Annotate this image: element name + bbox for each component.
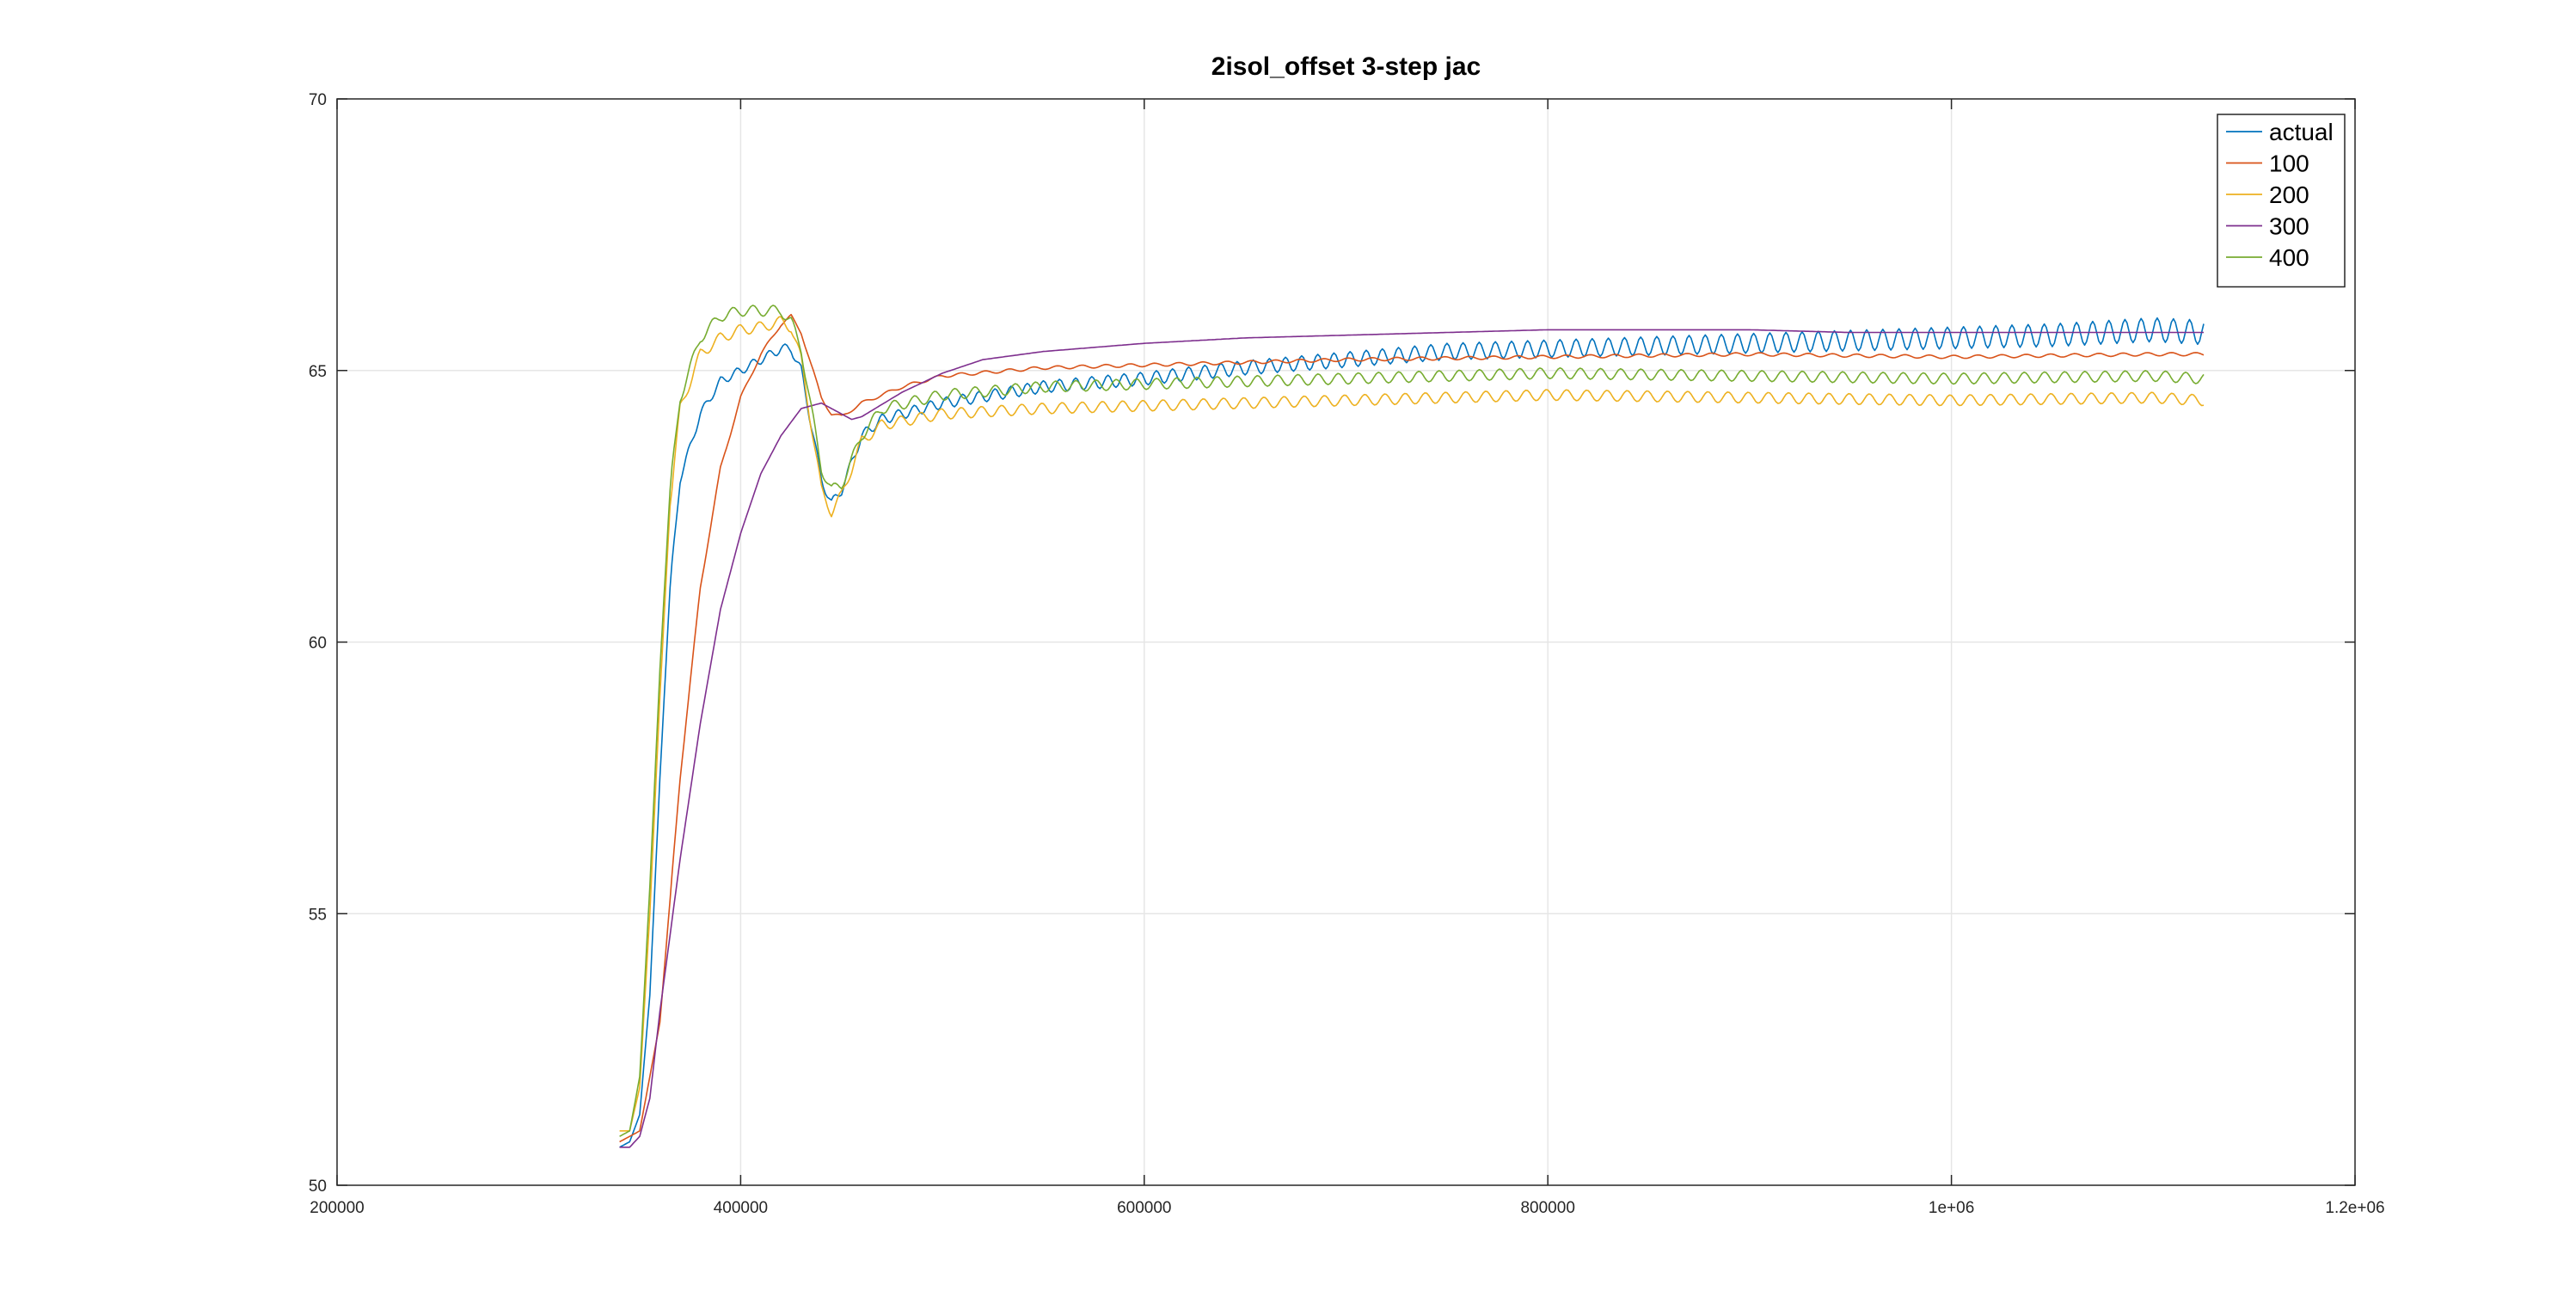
series-line-400 [619, 304, 2205, 1137]
x-tick-label: 1.2e+06 [2325, 1199, 2384, 1217]
ticks: 200000 400000 600000 800000 1e+06 1.2e+06 50 55… [309, 91, 2385, 1217]
y-tick-label: 65 [309, 363, 327, 381]
legend-label: 200 [2269, 181, 2309, 208]
series-line-100 [619, 313, 2205, 1143]
series-layer [619, 304, 2205, 1148]
x-tick-label: 200000 [310, 1199, 364, 1217]
legend: actual 100 200 300 400 [2217, 114, 2346, 288]
chart-title: 2isol_offset 3-step jac [1211, 52, 1481, 81]
y-tick-label: 70 [309, 91, 327, 109]
y-tick-label: 50 [309, 1178, 327, 1196]
y-tick-label: 55 [309, 906, 327, 924]
x-tick-label: 400000 [714, 1199, 768, 1217]
legend-label: 300 [2269, 213, 2309, 240]
series-line-300 [619, 329, 2204, 1148]
grid [337, 99, 2355, 1185]
y-tick-label: 60 [309, 635, 327, 653]
legend-label: 400 [2269, 244, 2309, 271]
x-tick-label: 800000 [1520, 1199, 1574, 1217]
legend-label: actual [2269, 119, 2334, 145]
series-line-actual [619, 317, 2205, 1148]
legend-box [2217, 114, 2346, 288]
x-tick-label: 1e+06 [1929, 1199, 1974, 1217]
x-tick-label: 600000 [1117, 1199, 1171, 1217]
legend-label: 100 [2269, 151, 2309, 177]
series-line-200 [619, 316, 2205, 1132]
